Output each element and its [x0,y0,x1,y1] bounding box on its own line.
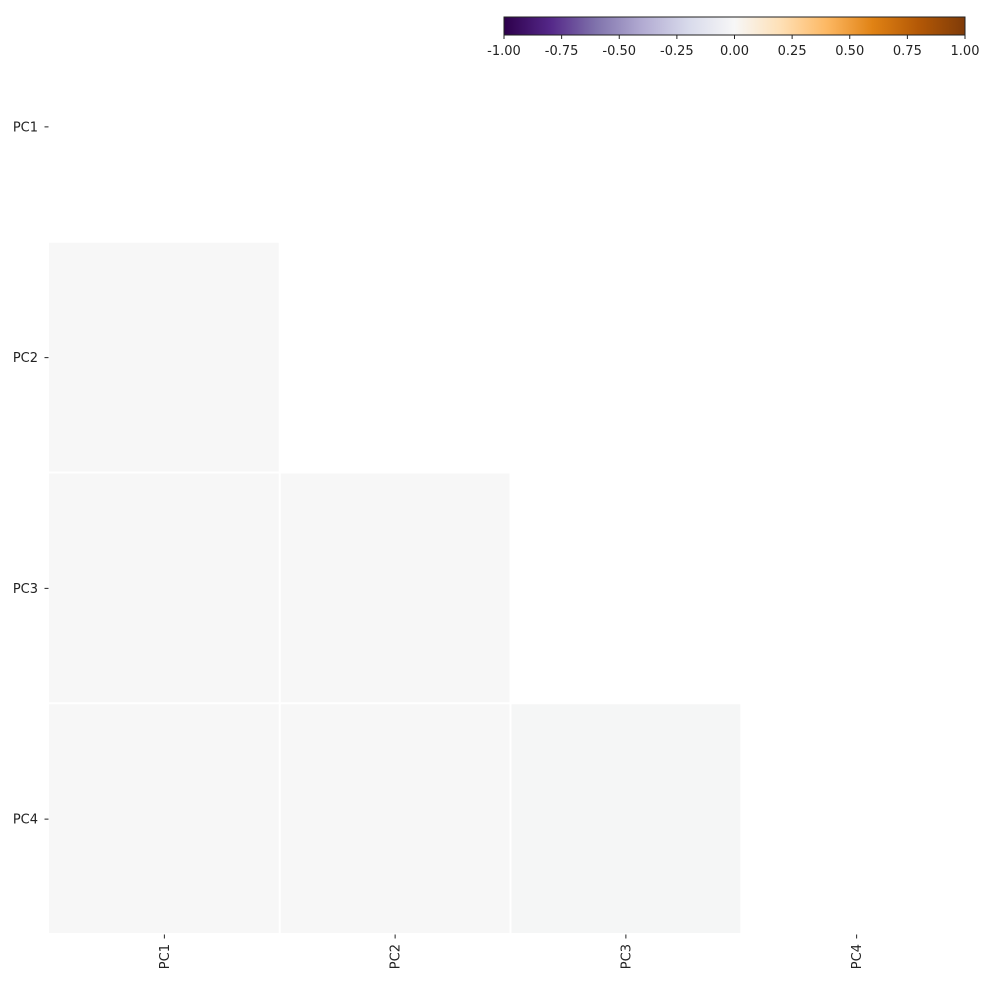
y-tick-label: PC2 [13,351,38,366]
heatmap-cell-pc3-pc1 [49,473,279,703]
colorbar-tick-label: -0.75 [545,44,579,59]
heatmap-cell-pc4-pc3 [511,704,741,933]
x-tick-label: PC2 [389,944,404,969]
heatmap-cell-pc4-pc1 [49,704,279,933]
colorbar-tick-label: -0.50 [602,44,636,59]
heatmap-cells [49,242,741,933]
x-tick-label: PC3 [619,944,634,969]
colorbar-tick-label: 0.00 [720,44,749,59]
colorbar-tick-label: 1.00 [951,44,980,59]
x-tick-label: PC1 [158,944,173,969]
y-tick-label: PC4 [13,813,38,828]
y-tick-label: PC3 [13,582,38,597]
heatmap-cell-pc2-pc1 [49,242,279,472]
y-axis: PC1 PC2 PC3 PC4 [13,120,49,828]
y-tick-label: PC1 [13,120,38,135]
colorbar-tick-label: 0.25 [778,44,807,59]
colorbar: -1.00 -0.75 -0.50 -0.25 0.00 0.25 0.50 0.75 1.00 [487,16,980,59]
colorbar-tick-label: 0.75 [893,44,922,59]
heatmap-cell-pc4-pc2 [280,704,510,933]
colorbar-tick-label: -1.00 [487,44,521,59]
x-tick-label: PC4 [850,944,865,969]
x-axis: PC1 PC2 PC3 PC4 [158,934,865,969]
heatmap-cell-pc3-pc2 [280,473,510,703]
colorbar-gradient-bar [503,16,966,36]
colorbar-tick-label: 0.50 [835,44,864,59]
colorbar-tick-label: -0.25 [660,44,694,59]
